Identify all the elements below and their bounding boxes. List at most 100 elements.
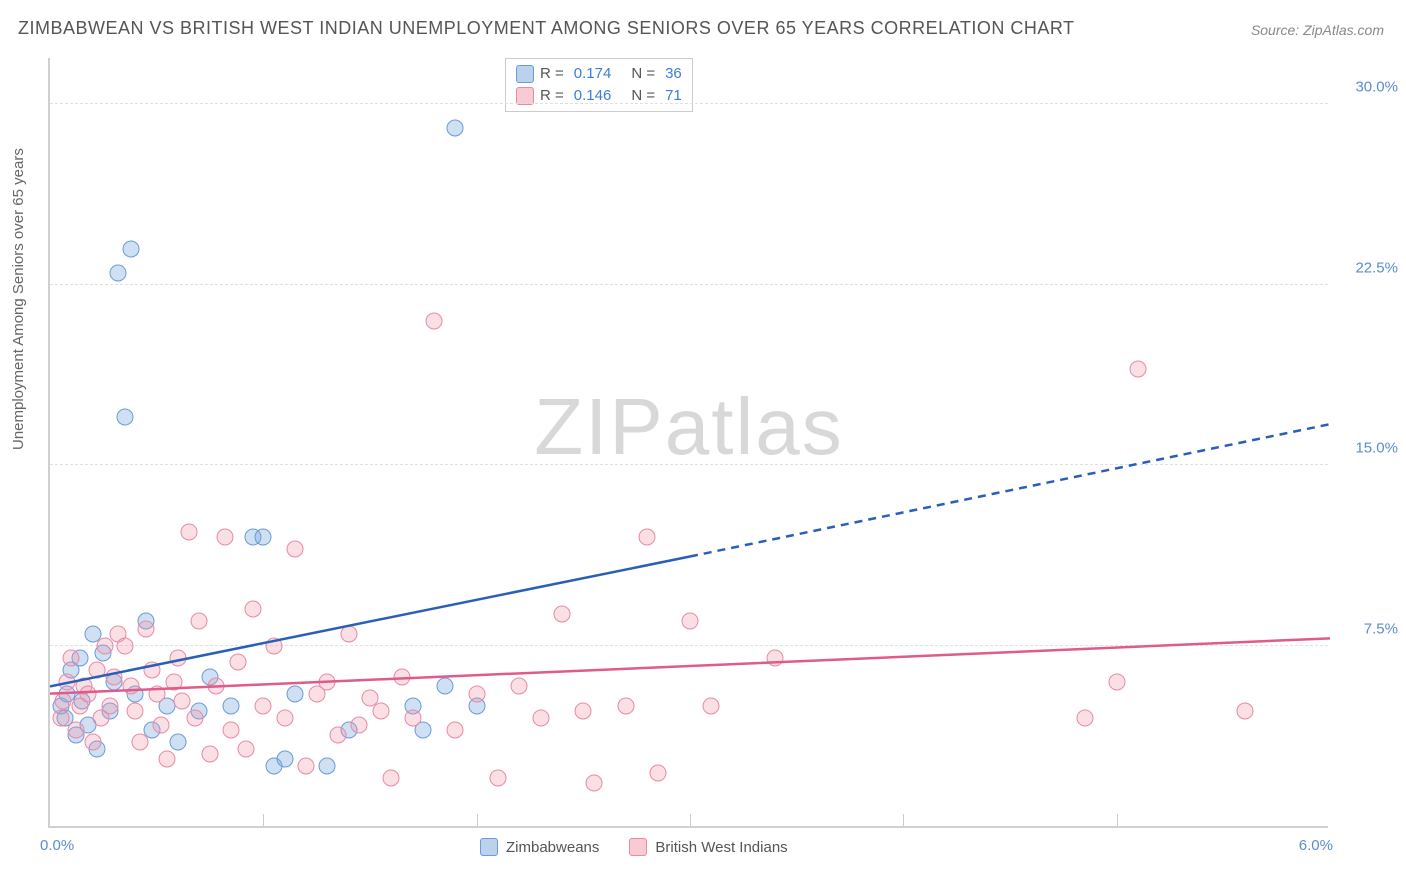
data-point-pink: [238, 741, 255, 758]
swatch-pink: [629, 838, 647, 856]
legend-item-bwi: British West Indians: [629, 838, 787, 856]
data-point-pink: [216, 529, 233, 546]
data-point-pink: [618, 697, 635, 714]
data-point-pink: [88, 661, 105, 678]
data-point-pink: [575, 702, 592, 719]
data-point-pink: [276, 709, 293, 726]
data-point-pink: [511, 678, 528, 695]
data-point-pink: [106, 668, 123, 685]
data-point-pink: [52, 709, 69, 726]
data-point-pink: [208, 678, 225, 695]
data-point-pink: [287, 541, 304, 558]
y-tick-label: 15.0%: [1338, 440, 1398, 457]
series-legend: Zimbabweans British West Indians: [480, 838, 788, 856]
data-point-blue: [447, 120, 464, 137]
data-point-pink: [223, 721, 240, 738]
data-point-pink: [639, 529, 656, 546]
data-point-pink: [131, 733, 148, 750]
data-point-pink: [138, 620, 155, 637]
data-point-pink: [650, 765, 667, 782]
y-tick-label: 7.5%: [1338, 620, 1398, 637]
data-point-pink: [682, 613, 699, 630]
data-point-pink: [1130, 360, 1147, 377]
x-tick-mark: [263, 814, 264, 826]
x-tick-mark: [477, 814, 478, 826]
data-point-pink: [202, 745, 219, 762]
data-point-blue: [110, 264, 127, 281]
data-point-pink: [383, 769, 400, 786]
data-point-pink: [490, 769, 507, 786]
data-point-pink: [191, 613, 208, 630]
data-point-pink: [532, 709, 549, 726]
data-point-blue: [116, 408, 133, 425]
data-point-blue: [287, 685, 304, 702]
legend-item-zimbabweans: Zimbabweans: [480, 838, 599, 856]
data-point-pink: [101, 697, 118, 714]
x-tick-mark: [690, 814, 691, 826]
data-point-pink: [127, 702, 144, 719]
gridline-h: [50, 464, 1328, 465]
data-point-pink: [229, 654, 246, 671]
data-point-pink: [59, 673, 76, 690]
data-point-pink: [394, 668, 411, 685]
data-point-pink: [468, 685, 485, 702]
scatter-plot-area: ZIPatlas R = 0.174 N = 36 R = 0.146 N = …: [48, 58, 1328, 828]
gridline-h: [50, 645, 1328, 646]
data-point-blue: [319, 757, 336, 774]
data-point-pink: [426, 312, 443, 329]
legend-row-blue: R = 0.174 N = 36: [516, 63, 682, 85]
gridline-h: [50, 284, 1328, 285]
x-tick-min: 0.0%: [40, 837, 74, 854]
data-point-pink: [152, 716, 169, 733]
data-point-pink: [116, 637, 133, 654]
data-point-pink: [84, 733, 101, 750]
data-point-blue: [255, 529, 272, 546]
x-tick-mark: [903, 814, 904, 826]
chart-title: ZIMBABWEAN VS BRITISH WEST INDIAN UNEMPL…: [18, 18, 1075, 39]
y-tick-label: 30.0%: [1338, 79, 1398, 96]
data-point-pink: [404, 709, 421, 726]
data-point-pink: [298, 757, 315, 774]
y-axis-label: Unemployment Among Seniors over 65 years: [10, 148, 27, 450]
trendline-blue-extrapolated: [690, 424, 1330, 556]
data-point-pink: [330, 726, 347, 743]
data-point-blue: [276, 750, 293, 767]
data-point-pink: [244, 601, 261, 618]
data-point-pink: [1236, 702, 1253, 719]
data-point-pink: [148, 685, 165, 702]
data-point-pink: [187, 709, 204, 726]
y-tick-label: 22.5%: [1338, 259, 1398, 276]
gridline-h: [50, 103, 1328, 104]
data-point-pink: [266, 637, 283, 654]
data-point-pink: [554, 606, 571, 623]
data-point-blue: [123, 240, 140, 257]
data-point-pink: [63, 649, 80, 666]
watermark: ZIPatlas: [534, 381, 843, 473]
data-point-pink: [174, 692, 191, 709]
data-point-blue: [436, 678, 453, 695]
data-point-pink: [319, 673, 336, 690]
x-tick-mark: [1117, 814, 1118, 826]
data-point-pink: [372, 702, 389, 719]
data-point-pink: [255, 697, 272, 714]
data-point-blue: [223, 697, 240, 714]
data-point-pink: [165, 673, 182, 690]
data-point-pink: [340, 625, 357, 642]
data-point-pink: [447, 721, 464, 738]
data-point-pink: [351, 716, 368, 733]
data-point-pink: [123, 678, 140, 695]
trend-lines: [50, 56, 1330, 826]
data-point-pink: [80, 685, 97, 702]
swatch-blue: [516, 65, 534, 83]
data-point-pink: [144, 661, 161, 678]
data-point-pink: [180, 524, 197, 541]
data-point-blue: [170, 733, 187, 750]
data-point-pink: [67, 721, 84, 738]
swatch-blue: [480, 838, 498, 856]
source-label: Source: ZipAtlas.com: [1251, 22, 1384, 38]
data-point-pink: [1076, 709, 1093, 726]
data-point-pink: [767, 649, 784, 666]
data-point-pink: [703, 697, 720, 714]
data-point-pink: [586, 774, 603, 791]
data-point-pink: [1108, 673, 1125, 690]
